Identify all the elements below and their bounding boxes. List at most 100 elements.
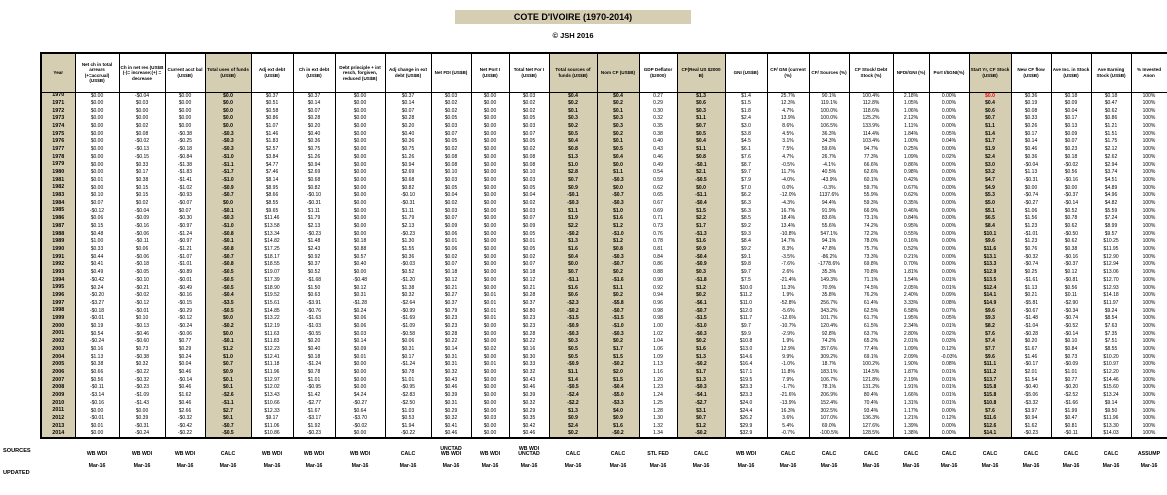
table-cell: $0.52	[292, 268, 336, 277]
table-cell: $2.13	[292, 222, 336, 231]
table-cell: 302.5%	[808, 407, 850, 415]
table-cell: -$0.89	[164, 268, 206, 277]
table-cell: -$0.02	[118, 138, 166, 146]
table-cell: $0.62	[1050, 222, 1092, 231]
table-cell: 125.2%	[848, 115, 894, 123]
table-cell: $0.08	[430, 153, 472, 162]
table-cell: $1.6	[548, 284, 598, 292]
table-row: 1979 $0.00 $0.33 -$1.38 -$1.1 $4.77 $0.94 $0.00…	[40, 161, 1167, 169]
table-cell: 11.8%	[766, 368, 810, 377]
table-cell: $11.1	[968, 361, 1012, 369]
table-cell: $0.2	[548, 99, 598, 108]
table-cell: $1.6	[548, 245, 598, 254]
table-cell: $0.00	[470, 391, 510, 400]
table-cell: $2.4	[548, 422, 598, 431]
table-cell: $0.94	[384, 161, 432, 169]
table-cell: $2.13	[384, 222, 432, 231]
table-cell: $2.01	[1010, 368, 1052, 377]
table-cell: $8.4	[968, 222, 1012, 231]
table-row: 1980 $0.00 $0.17 -$1.83 -$1.7 $7.46 $2.69 $0.00…	[40, 168, 1167, 177]
table-cell: -$0.18	[164, 145, 206, 154]
table-cell: $0.4	[548, 92, 598, 100]
table-cell: $1.30	[384, 238, 432, 246]
table-cell: $0.05	[508, 184, 550, 192]
table-cell: 343.2%	[808, 307, 850, 315]
table-cell: 100%	[1130, 99, 1167, 108]
source-cell: CALC	[809, 444, 849, 458]
table-cell: -$0.3	[596, 199, 640, 208]
table-cell: $0.18	[1050, 153, 1092, 162]
table-cell: 0.32	[638, 115, 678, 123]
table-cell: 7.9%	[766, 376, 810, 385]
table-cell: $0.9	[204, 368, 252, 377]
table-cell: 0.76	[638, 230, 678, 239]
copyright-note: © JSH 2016	[552, 31, 594, 40]
table-row: 1985 -$0.12 -$0.04 $0.07 -$0.1 $9.65 $1.11 $0.0…	[40, 207, 1167, 215]
table-cell: $1.1	[548, 207, 598, 215]
table-cell: 0.00%	[928, 92, 970, 100]
table-cell: 1.06	[638, 345, 678, 354]
table-cell: $0.3	[676, 268, 726, 277]
table-cell: $0.04	[164, 361, 206, 369]
table-cell: $0.00	[74, 130, 120, 139]
table-cell: 0.35	[638, 122, 678, 131]
table-cell: 1.00	[638, 322, 678, 331]
table-cell: $0.02	[508, 253, 550, 262]
table-cell: $0.00	[470, 245, 510, 254]
table-cell: $4.5	[724, 138, 768, 146]
table-cell: $1.3	[676, 353, 726, 362]
table-cell: $0.21	[1010, 291, 1052, 300]
table-cell: $12.0	[724, 307, 768, 315]
table-cell: 2.18%	[892, 92, 930, 100]
updated-cell: Mar-16	[471, 457, 509, 469]
table-cell: $0.6	[968, 107, 1012, 116]
table-cell: 100.4%	[848, 92, 894, 100]
table-cell: $0.16	[74, 345, 120, 354]
table-cell: $0.37	[250, 92, 294, 100]
table-cell: $0.77	[1050, 376, 1092, 385]
col-header-17: CF/ GNI (current (%)	[766, 52, 810, 93]
table-cell: 0.98	[638, 307, 678, 315]
table-cell: $0.56	[1050, 284, 1092, 292]
table-cell: $0.00	[334, 130, 386, 139]
table-cell: -$3.5	[204, 299, 252, 308]
table-cell: $9.24	[1090, 307, 1132, 315]
year-cell: 1998	[40, 307, 76, 315]
table-cell: $0.01	[470, 361, 510, 369]
table-cell: 256.7%	[808, 299, 850, 308]
table-cell: $1.01	[1050, 368, 1092, 377]
table-cell: 6.58%	[892, 307, 930, 315]
table-cell: $0.46	[164, 384, 206, 392]
table-cell: -$1.69	[384, 314, 432, 323]
table-cell: $0.68	[292, 176, 336, 185]
table-cell: 100%	[1130, 138, 1167, 146]
table-row: 1995 $0.24 -$0.21 -$0.49 -$0.5 $18.90 $1.50 $0.…	[40, 284, 1167, 292]
table-cell: 1.20	[638, 376, 678, 385]
table-cell: $0.39	[508, 391, 550, 400]
table-cell: $12.02	[250, 384, 294, 392]
table-cell: $13.3	[968, 261, 1012, 269]
table-cell: $0.32	[118, 361, 166, 369]
table-cell: 1.13	[638, 361, 678, 369]
table-cell: $1.62	[164, 391, 206, 400]
table-cell: 0.00%	[928, 107, 970, 116]
table-cell: 100%	[1130, 299, 1167, 308]
table-cell: $0.30	[508, 353, 550, 362]
table-cell: $0.00	[334, 268, 386, 277]
table-cell: $5.0	[968, 199, 1012, 208]
table-cell: $0.24	[164, 353, 206, 362]
table-row: 1971 $0.00 $0.03 $0.00 $0.0 $0.51 $0.14 $0.00 $0…	[40, 99, 1167, 108]
table-cell: $0.0	[204, 107, 252, 116]
table-cell: 128.5%	[848, 430, 894, 439]
table-cell: $1.99	[1050, 407, 1092, 415]
table-cell: $7.6	[968, 330, 1012, 338]
table-cell: $0.00	[74, 161, 120, 169]
table-cell: -$0.31	[292, 199, 336, 208]
table-cell: -21.4%	[766, 276, 810, 285]
table-cell: $1.8	[724, 107, 768, 116]
table-cell: $0.5	[676, 130, 726, 139]
table-cell: $23.3	[724, 384, 768, 392]
year-cell: 1991	[40, 253, 76, 262]
table-cell: $9.3	[724, 230, 768, 239]
source-cell: CALC	[205, 444, 251, 458]
